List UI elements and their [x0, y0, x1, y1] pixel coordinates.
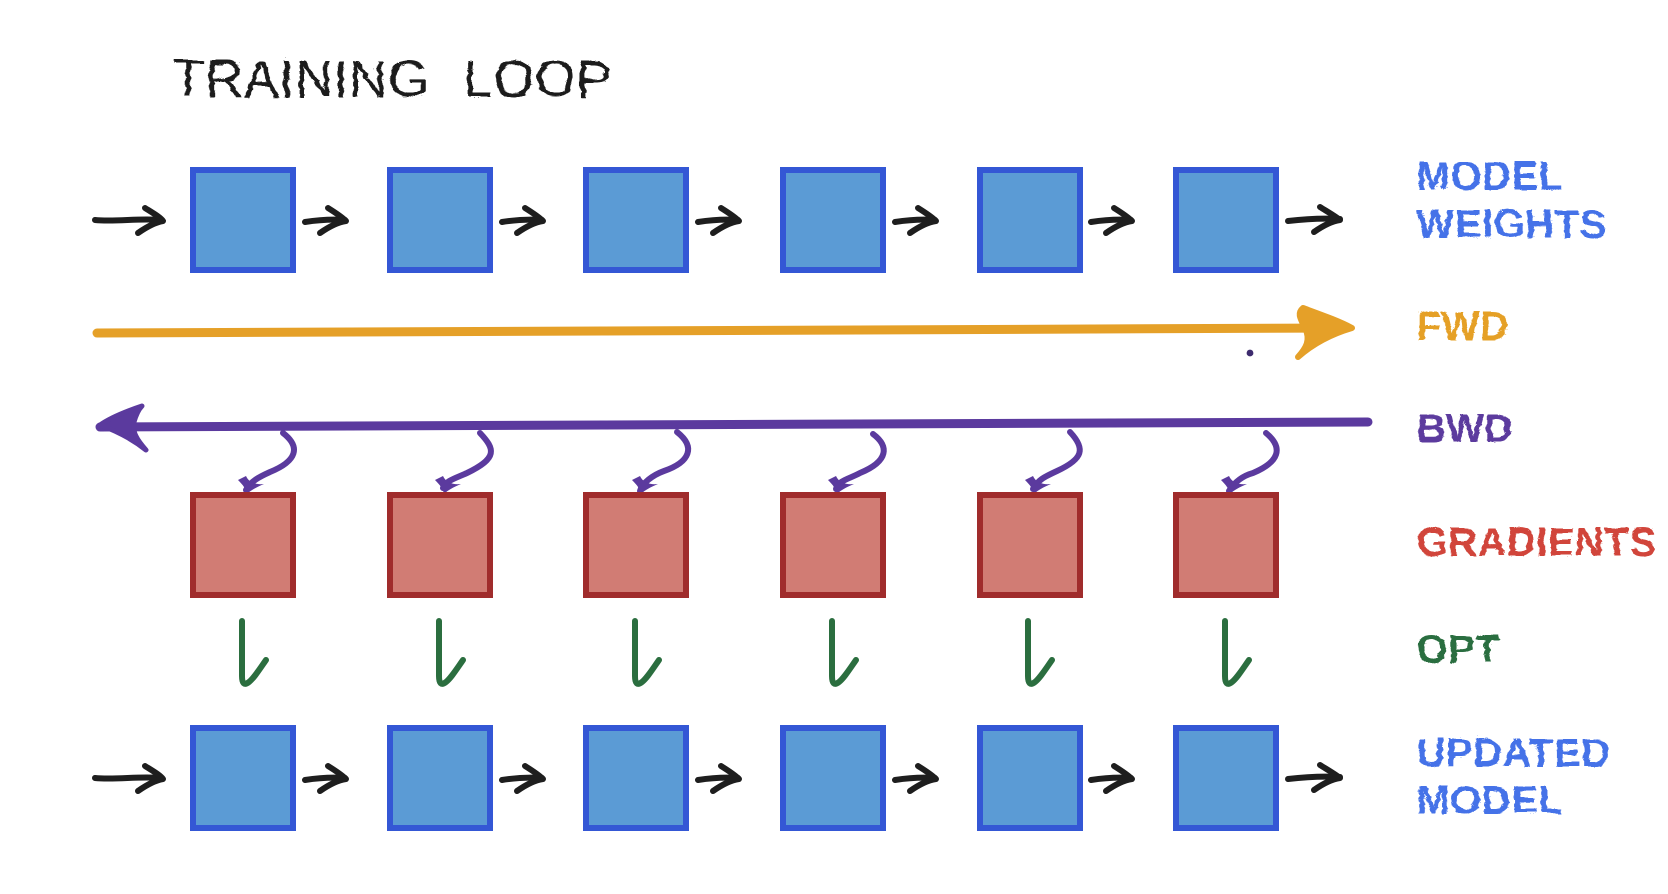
svg-text:FWD: FWD	[1415, 303, 1508, 347]
svg-text:WEIGHTS: WEIGHTS	[1415, 201, 1605, 245]
svg-text:MODEL: MODEL	[1415, 153, 1562, 197]
svg-text:BWD: BWD	[1415, 405, 1512, 449]
svg-text:OPT: OPT	[1415, 626, 1499, 670]
svg-text:MODEL: MODEL	[1415, 777, 1562, 821]
svg-text:GRADIENTS: GRADIENTS	[1415, 519, 1655, 563]
svg-text:UPDATED: UPDATED	[1415, 730, 1609, 774]
